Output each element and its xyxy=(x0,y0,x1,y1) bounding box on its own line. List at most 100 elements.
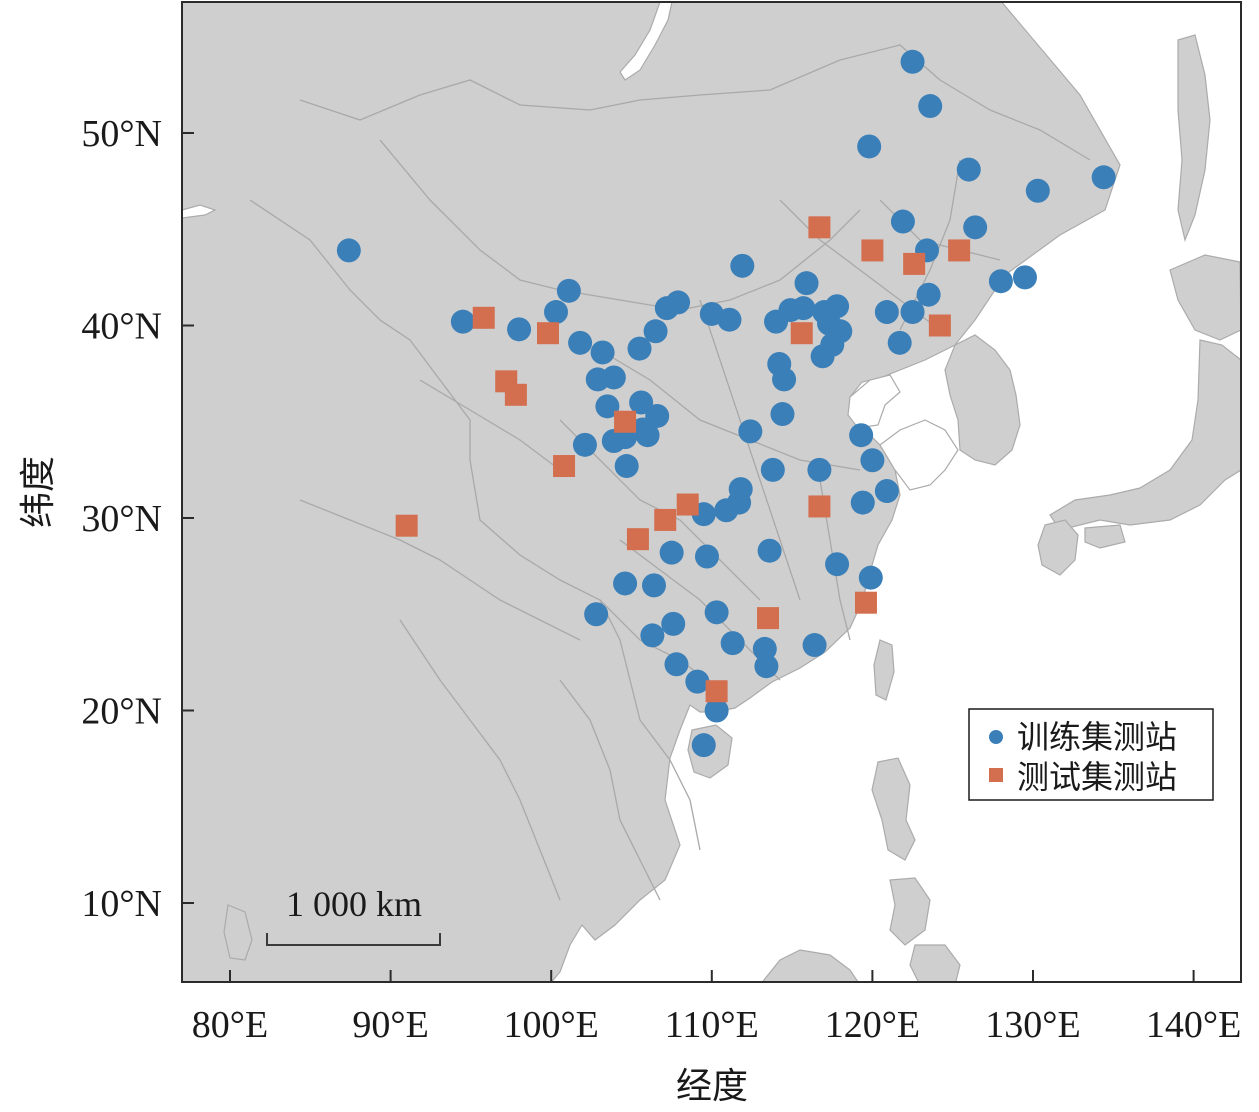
train-station-point xyxy=(635,423,660,448)
x-tick-label: 90°E xyxy=(352,1004,428,1046)
train-station-point xyxy=(807,457,832,482)
legend-train-label: 训练集测站 xyxy=(1017,718,1177,756)
train-station-point xyxy=(956,157,981,182)
sakhalin-island xyxy=(1177,34,1211,242)
train-station-point xyxy=(752,636,777,661)
test-station-point xyxy=(903,252,926,275)
train-station-point xyxy=(704,600,729,625)
train-station-point xyxy=(572,432,597,457)
test-station-point xyxy=(861,239,884,262)
legend-train-marker xyxy=(989,730,1003,744)
train-station-point xyxy=(730,253,755,278)
test-station-point xyxy=(614,410,637,433)
train-station-point xyxy=(568,330,593,355)
train-station-point xyxy=(717,307,742,332)
train-station-point xyxy=(584,602,609,627)
train-station-point xyxy=(661,611,686,636)
train-station-point xyxy=(590,340,615,365)
japan-honshu xyxy=(1049,339,1241,531)
y-tick-label: 50°N xyxy=(81,113,162,155)
train-station-point xyxy=(613,571,638,596)
sri-lanka-island xyxy=(223,904,253,961)
train-station-point xyxy=(858,565,883,590)
philippines-mindanao xyxy=(909,944,961,982)
y-tick-label: 20°N xyxy=(81,691,162,733)
test-station-point xyxy=(676,493,699,516)
scale-bar-line xyxy=(266,933,441,946)
x-tick-label: 120°E xyxy=(825,1004,920,1046)
y-tick-label: 30°N xyxy=(81,498,162,540)
train-station-point xyxy=(641,573,666,598)
x-tick-label: 110°E xyxy=(665,1004,759,1046)
test-station-point xyxy=(472,306,495,329)
train-station-point xyxy=(825,552,850,577)
train-station-point xyxy=(643,319,668,344)
train-station-point xyxy=(645,403,670,428)
japan-shikoku xyxy=(1084,524,1126,549)
train-station-point xyxy=(963,215,988,240)
philippines-visayas xyxy=(889,877,931,946)
train-station-point xyxy=(450,309,475,334)
train-station-point xyxy=(988,269,1013,294)
test-station-point xyxy=(854,591,877,614)
x-tick-label: 140°E xyxy=(1146,1004,1241,1046)
test-station-point xyxy=(757,607,780,630)
train-station-point xyxy=(664,652,689,677)
train-station-point xyxy=(754,654,779,679)
train-station-point xyxy=(601,429,626,453)
test-station-series xyxy=(395,216,971,703)
train-station-point xyxy=(772,367,797,392)
train-station-point xyxy=(860,448,885,473)
test-station-point xyxy=(948,239,971,262)
train-station-point xyxy=(760,457,785,482)
test-station-point xyxy=(626,528,649,551)
train-station-series xyxy=(336,49,1116,758)
train-station-point xyxy=(640,623,665,648)
test-station-point xyxy=(705,680,728,703)
taiwan-island xyxy=(873,639,895,701)
x-tick-label: 80°E xyxy=(192,1004,268,1046)
scale-bar-label: 1 000 km xyxy=(286,884,422,924)
train-station-point xyxy=(585,367,610,392)
borneo-island xyxy=(761,949,859,982)
country-borders xyxy=(249,44,1091,901)
balkhash-lake xyxy=(182,204,217,219)
train-station-point xyxy=(629,390,654,415)
train-station-point xyxy=(1025,178,1050,203)
train-station-point xyxy=(704,698,729,723)
train-station-point xyxy=(1091,165,1116,190)
train-station-point xyxy=(757,538,782,563)
train-station-point xyxy=(874,300,899,325)
train-station-point xyxy=(659,540,684,565)
train-station-point xyxy=(1012,265,1037,290)
train-station-point xyxy=(685,669,710,694)
train-station-point xyxy=(614,454,639,479)
x-tick-label: 130°E xyxy=(985,1004,1080,1046)
asia-mainland-landmass xyxy=(182,2,1121,982)
train-station-point xyxy=(714,498,739,523)
train-station-point xyxy=(794,271,819,296)
x-axis-title: 经度 xyxy=(676,1066,748,1107)
train-station-point xyxy=(694,544,719,569)
test-station-point xyxy=(808,216,831,239)
train-station-point xyxy=(544,300,569,325)
map-background xyxy=(182,2,1241,982)
train-station-point xyxy=(556,278,581,303)
train-station-point xyxy=(849,423,874,448)
legend-test-label: 测试集测站 xyxy=(1017,758,1177,796)
scale-bar: 1 000 km xyxy=(266,884,441,946)
philippines-luzon xyxy=(871,757,916,861)
yellow-sea-water xyxy=(879,419,959,491)
train-station-point xyxy=(850,490,875,515)
train-station-point xyxy=(595,394,620,419)
legend-test-marker xyxy=(989,768,1003,782)
test-station-point xyxy=(808,495,831,518)
train-station-point xyxy=(900,49,925,74)
train-station-point xyxy=(336,238,361,263)
train-station-point xyxy=(900,300,925,325)
test-station-point xyxy=(790,322,813,345)
train-station-point xyxy=(857,134,882,159)
train-station-point xyxy=(691,733,716,758)
train-station-point xyxy=(918,94,943,119)
